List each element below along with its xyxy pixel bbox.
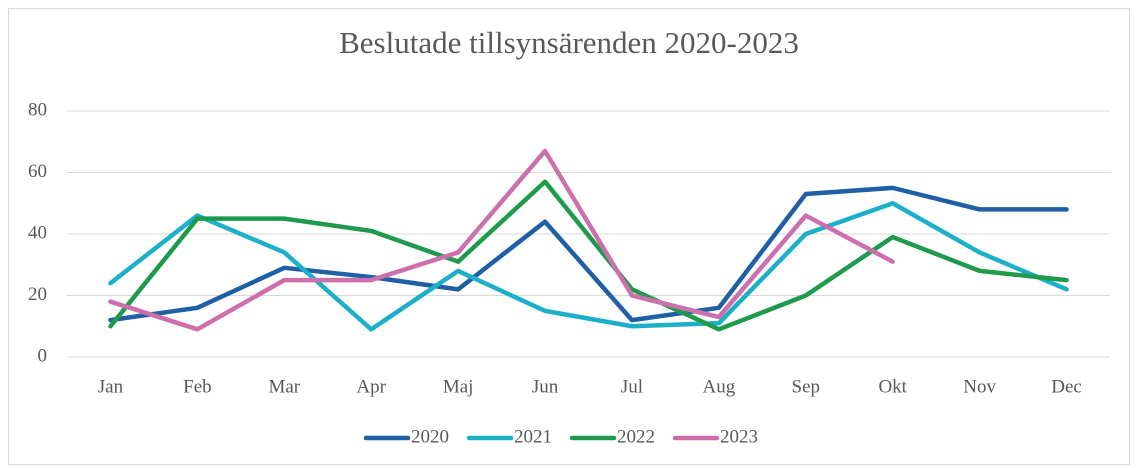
line-series [108,148,895,332]
legend-label: 2022 [617,426,655,447]
x-tick-label: Aug [703,376,736,397]
x-tick-label: Maj [443,376,474,397]
y-tick-label: 40 [28,222,47,243]
x-tick-label: Nov [963,376,996,397]
x-tick-label: Jan [98,376,124,397]
x-tick-label: Okt [878,376,907,397]
x-tick-label: Jun [532,376,559,397]
y-tick-label: 80 [28,99,47,120]
line-series [108,179,1069,332]
x-tick-label: Sep [792,376,821,397]
x-tick-label: Apr [356,376,386,397]
chart-frame [8,8,1130,465]
y-tick-label: 20 [28,284,47,305]
x-tick-label: Jul [621,376,643,397]
legend-label: 2020 [411,426,449,447]
x-tick-label: Feb [183,376,212,397]
x-tick-label: Dec [1051,376,1082,397]
legend-label: 2023 [720,426,758,447]
line-series [108,185,1069,323]
legend-label: 2021 [514,426,552,447]
line-series [108,201,1069,332]
chart-title: Beslutade tillsynsärenden 2020-2023 [339,25,799,60]
y-tick-label: 0 [38,345,48,366]
x-tick-label: Mar [268,376,300,397]
y-tick-label: 60 [28,161,47,182]
